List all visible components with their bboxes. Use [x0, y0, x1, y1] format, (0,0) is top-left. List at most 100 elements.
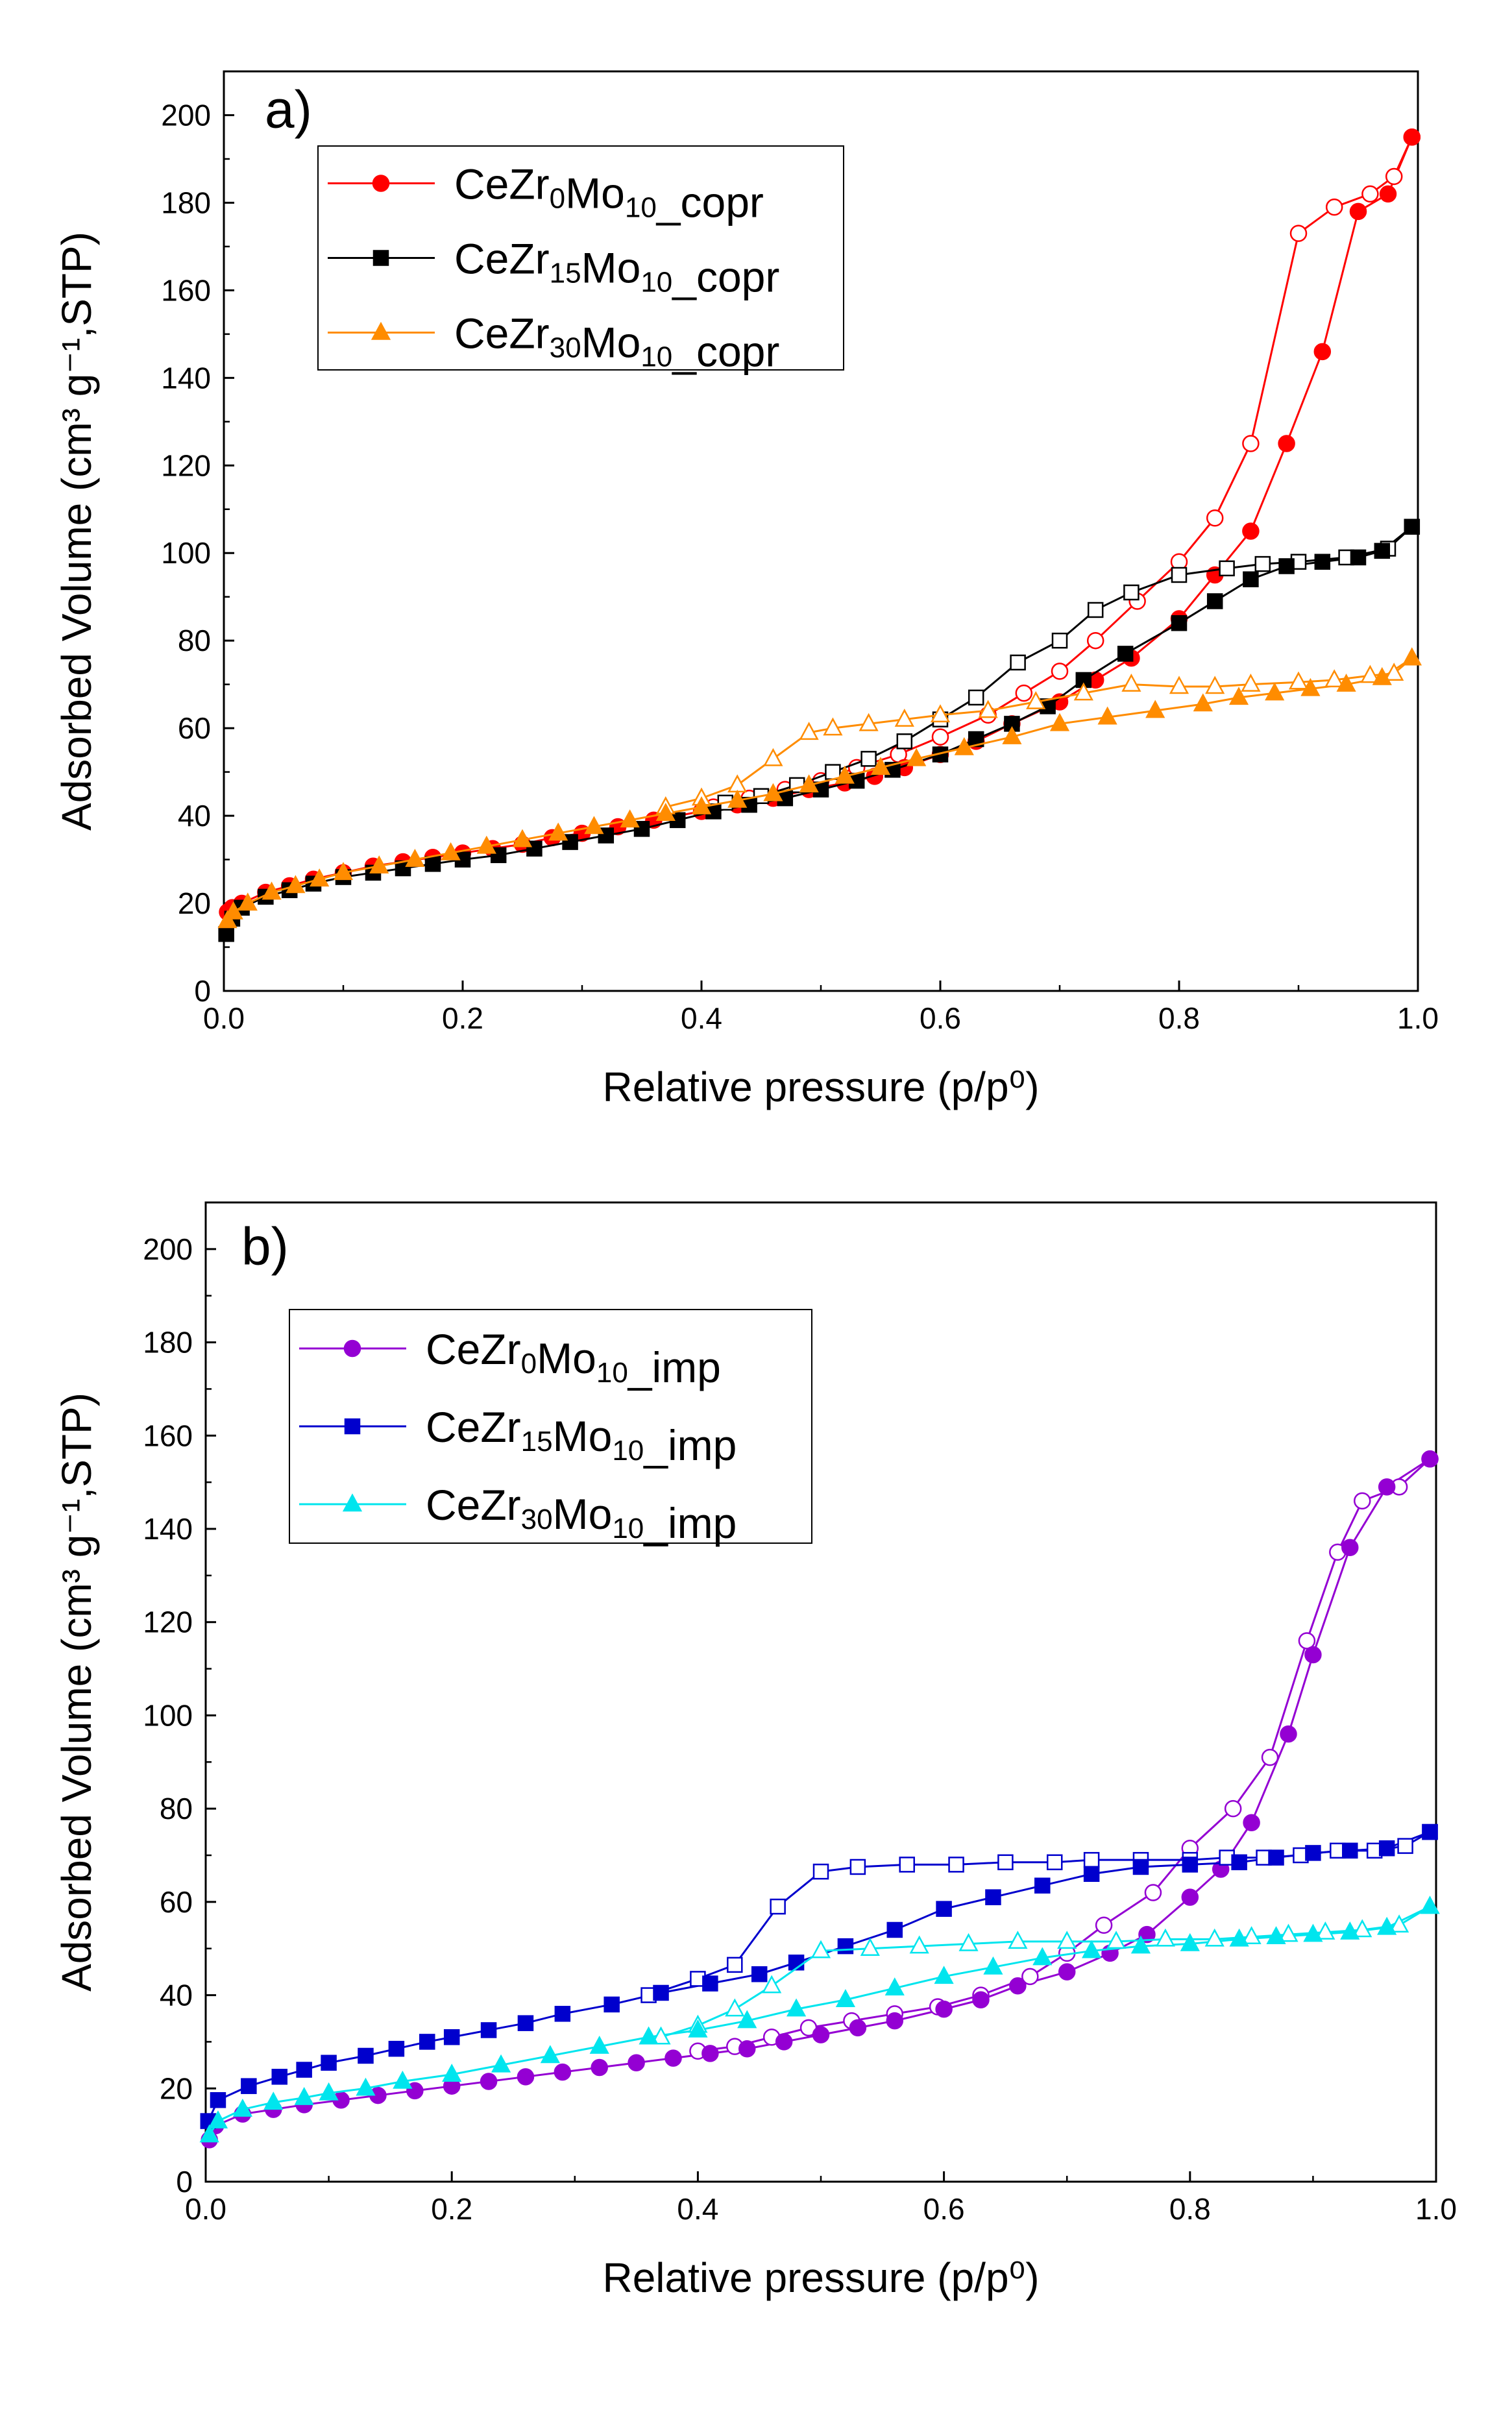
adsorption-point: [1180, 1932, 1200, 1951]
adsorption-point: [799, 774, 819, 793]
adsorption-point: [968, 731, 984, 748]
legend-label: CeZr0Mo10_copr: [454, 160, 764, 226]
adsorption-point: [763, 783, 783, 801]
y-tick-label: 200: [161, 98, 211, 132]
y-tick-label: 0: [194, 974, 211, 1008]
adsorption-point: [271, 2069, 288, 2085]
desorption-point: [1325, 198, 1343, 216]
adsorption-point: [218, 926, 234, 942]
legend-subscript: 10: [625, 192, 657, 224]
adsorption-point: [1304, 1646, 1322, 1664]
desorption-point: [1106, 1931, 1127, 1949]
desorption-point: [896, 733, 913, 750]
adsorption-point: [1340, 1921, 1360, 1940]
legend-label: CeZr30Mo10_copr: [454, 310, 779, 376]
legend-text-part: Mo: [581, 319, 641, 367]
adsorption-point: [238, 892, 258, 911]
adsorption-point: [1404, 518, 1421, 535]
adsorption-point: [1117, 646, 1134, 662]
y-tick-label: 160: [143, 1419, 193, 1452]
desorption-point: [958, 1932, 979, 1951]
legend-text-part: _imp: [643, 1421, 737, 1469]
y-tick-label: 160: [161, 273, 211, 307]
desorption-point: [1169, 676, 1189, 694]
adsorption-point: [441, 842, 461, 860]
adsorption-point: [1145, 700, 1165, 718]
adsorption-point: [548, 822, 568, 841]
adsorption-point: [1350, 549, 1367, 566]
desorption-point: [860, 751, 877, 767]
adsorption-point: [907, 748, 927, 766]
desorption-point: [1144, 1884, 1162, 1901]
adsorption-point: [1402, 647, 1422, 666]
desorption-line: [698, 1458, 1431, 2053]
adsorption-point: [1266, 1926, 1286, 1944]
legend-subscript: 30: [521, 1504, 553, 1535]
desorption-point: [727, 774, 748, 793]
y-tick-label: 80: [160, 1792, 193, 1825]
adsorption-point: [1058, 1963, 1076, 1981]
adsorption-point: [1278, 435, 1295, 452]
adsorption-point: [388, 2040, 405, 2057]
legend-entry: CeZr0Mo10_copr: [328, 160, 764, 226]
adsorption-point: [983, 1956, 1003, 1975]
desorption-point: [1015, 684, 1033, 702]
adsorption-point: [443, 2029, 460, 2045]
desorption-point: [1288, 671, 1309, 690]
x-tick-label: 0.8: [1158, 1001, 1200, 1035]
desorption-point: [811, 1940, 831, 1958]
legend-text-part: CeZr: [454, 160, 550, 208]
legend-text-part: CeZr: [454, 235, 550, 283]
desorption-point: [859, 713, 879, 731]
adsorption-point: [1032, 1947, 1053, 1966]
adsorption-point: [356, 2077, 376, 2096]
adsorption-point: [241, 2078, 257, 2094]
y-tick-label: 140: [161, 361, 211, 395]
desorption-point: [1046, 1854, 1063, 1871]
adsorption-point: [1243, 571, 1259, 587]
desorption-point: [1206, 509, 1224, 527]
adsorption-point: [554, 2063, 572, 2081]
legend-text-part: Mo: [581, 244, 641, 292]
desorption-point: [1204, 1928, 1225, 1947]
desorption-point: [1155, 1928, 1175, 1947]
legend-text-part: _copr: [656, 178, 764, 226]
adsorption-point: [604, 1996, 620, 2013]
desorption-point: [1010, 654, 1026, 671]
desorption-point: [1385, 167, 1403, 186]
adsorption-point: [208, 2110, 228, 2128]
adsorption-point: [1300, 677, 1321, 696]
legend-subscript: 10: [640, 341, 672, 373]
adsorption-point: [517, 2068, 535, 2086]
x-tick-label: 0.4: [681, 1001, 722, 1035]
desorption-point: [978, 700, 998, 718]
adsorption-point: [589, 2035, 609, 2054]
adsorption-point: [405, 848, 425, 867]
adsorption-point: [263, 2091, 284, 2110]
legend-marker: [372, 250, 389, 266]
y-tick-label: 60: [178, 711, 211, 745]
legend-marker: [343, 1339, 361, 1358]
adsorption-point: [1422, 1823, 1438, 1840]
adsorption-point: [1268, 1849, 1284, 1866]
adsorption-point: [1379, 185, 1397, 203]
y-tick-label: 140: [143, 1512, 193, 1546]
y-tick-label: 20: [178, 886, 211, 920]
desorption-point: [727, 1957, 743, 1973]
adsorption-point: [1228, 687, 1249, 705]
legend-subscript: 10: [596, 1357, 628, 1389]
desorption-point: [931, 728, 949, 746]
desorption-point: [1241, 1926, 1262, 1944]
adsorption-point: [1313, 343, 1332, 361]
legend-text-part: CeZr: [454, 310, 550, 358]
desorption-point: [1352, 1919, 1372, 1938]
desorption-point: [1051, 632, 1068, 649]
adsorption-point: [1009, 1977, 1027, 1995]
desorption-point: [849, 1859, 866, 1875]
adsorption-point: [1182, 1857, 1199, 1873]
adsorption-point: [972, 1991, 990, 2009]
desorption-point: [1397, 1838, 1413, 1854]
x-tick-label: 0.0: [185, 2192, 226, 2226]
adsorption-point: [886, 1921, 903, 1938]
